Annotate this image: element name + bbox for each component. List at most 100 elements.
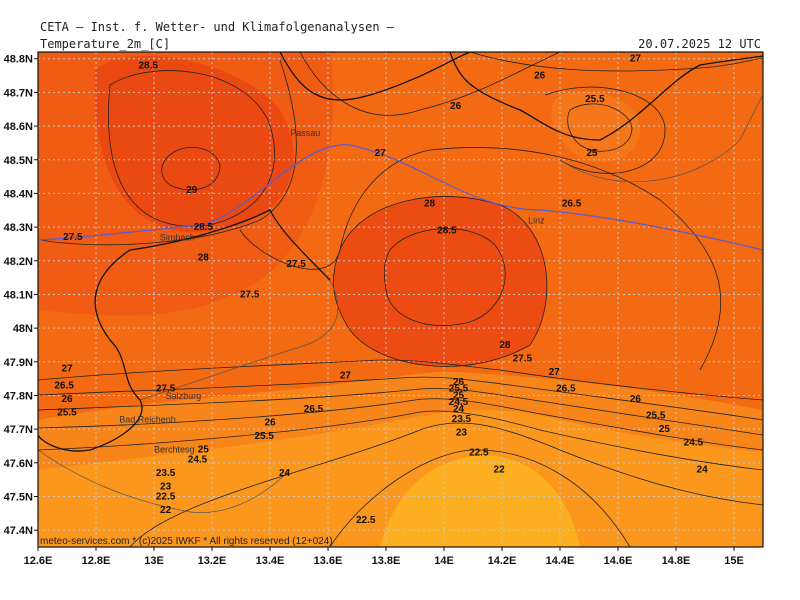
institute-title: CETA — Inst. f. Wetter- und Klimafolgena… [40, 20, 395, 34]
field-coolest [380, 455, 580, 547]
contour-line [567, 103, 633, 152]
contour-value-label: 26 [450, 101, 462, 112]
contour-line [38, 388, 763, 436]
contour-value-label: 25.5 [57, 407, 77, 418]
lon-tick-label: 15E [724, 555, 744, 567]
contour-value-label: 25.5 [585, 94, 605, 105]
plot-frame [37, 51, 764, 548]
contour-value-label: 26.5 [556, 384, 576, 395]
contour-value-label: 25.5 [646, 411, 666, 422]
lat-tick-label: 47.7N [4, 424, 33, 436]
contour-value-label: 26 [61, 394, 73, 405]
region-border [38, 449, 291, 513]
lon-tick-label: 12.6E [24, 555, 53, 567]
valid-time: 20.07.2025 12 UTC [638, 37, 761, 51]
lon-tick-label: 14.4E [546, 555, 575, 567]
contour-line [161, 146, 221, 191]
contour-line [38, 410, 763, 471]
contour-value-label: 27 [630, 54, 642, 65]
contour-value-label: 25 [659, 424, 671, 435]
longitude-axis: 12.6E 12.8E 13E 13.2E 13.4E 13.6E 13.8E 14E 14.2… [24, 547, 744, 567]
border-line [38, 209, 331, 452]
lat-tick-label: 48.3N [4, 222, 33, 234]
city-label: Passau [290, 128, 320, 138]
city-label: Berchtesg. [154, 445, 197, 455]
contour-value-label: 22 [160, 505, 172, 516]
lat-tick-label: 47.8N [4, 390, 33, 402]
contour-value-label: 26 [453, 377, 465, 388]
contour-value-label: 24 [453, 404, 465, 415]
city-label: Salzburg [166, 391, 202, 401]
contour-value-label: 28.5 [138, 60, 158, 71]
latitude-axis: 48.8N 48.7N 48.6N 48.5N 48.4N 48.3N 48.2N 48.1N… [4, 54, 38, 537]
contour-value-label: 22 [494, 465, 506, 476]
contour-value-label: 26 [534, 71, 546, 82]
contour-value-label: 27.5 [156, 384, 176, 395]
contour-value-label: 25.5 [449, 384, 469, 395]
lat-tick-label: 48.6N [4, 121, 33, 133]
field-title: Temperature_2m_[C] [40, 37, 171, 51]
region-border [559, 94, 763, 183]
contour-value-label: 27 [549, 367, 561, 378]
contour-value-label: 22.5 [469, 448, 489, 459]
river-danube [38, 144, 763, 251]
region-border [139, 279, 339, 401]
contour-value-label: 25 [198, 444, 210, 455]
contour-line [299, 52, 561, 116]
contour-line [38, 376, 763, 421]
contour-value-label: 29 [186, 185, 198, 196]
contour-value-label: 22.5 [356, 515, 376, 526]
contour-value-label: 24.5 [188, 454, 208, 465]
field-hot-central [333, 196, 547, 367]
lat-tick-label: 48N [13, 323, 33, 335]
contour-value-label: 26 [630, 394, 642, 405]
lon-tick-label: 12.8E [82, 555, 111, 567]
contour-value-label: 23 [456, 428, 468, 439]
contour-value-label: 25 [453, 390, 465, 401]
city-labels: Passau Simbach Linz Salzburg Bad Reichenh. Be… [119, 128, 545, 455]
contour-labels: 28.52928.52827.527.527.52726262725.52526… [54, 54, 708, 526]
contour-line [108, 70, 275, 227]
contour-value-label: 26.5 [562, 199, 582, 210]
lat-tick-label: 48.5N [4, 155, 33, 167]
contour-value-label: 27.5 [513, 353, 533, 364]
contour-value-label: 28.5 [437, 225, 457, 236]
contour-line [383, 228, 506, 326]
border-line [449, 52, 763, 141]
contour-value-label: 28 [499, 340, 511, 351]
lon-tick-label: 13.4E [256, 555, 285, 567]
lat-tick-label: 47.9N [4, 357, 33, 369]
contour-value-label: 22.5 [156, 491, 176, 502]
contour-value-label: 28 [198, 252, 210, 263]
lon-tick-label: 14E [434, 555, 454, 567]
contour-lines [38, 52, 763, 547]
lon-tick-label: 13.8E [372, 555, 401, 567]
contour-line [38, 398, 763, 451]
contour-value-label: 23.5 [156, 468, 176, 479]
contour-value-label: 27.5 [286, 259, 306, 270]
lat-tick-label: 48.1N [4, 289, 33, 301]
lat-lon-grid [38, 52, 763, 547]
contour-value-label: 24.5 [684, 438, 704, 449]
contour-line [544, 86, 666, 174]
city-label: Bad Reichenh. [119, 414, 178, 424]
lat-tick-label: 48.2N [4, 256, 33, 268]
lon-tick-label: 13.6E [314, 555, 343, 567]
contour-value-label: 27 [375, 148, 387, 159]
contour-line [38, 359, 763, 401]
contour-value-label: 27 [61, 364, 73, 375]
lon-tick-label: 14.2E [488, 555, 517, 567]
field-cool-ne [551, 91, 640, 162]
contour-value-label: 23.5 [452, 414, 472, 425]
contour-value-label: 27.5 [240, 289, 260, 300]
city-label: Simbach [160, 233, 195, 243]
lon-tick-label: 14.6E [604, 555, 633, 567]
contour-value-label: 27.5 [63, 232, 83, 243]
field-south-cooler [38, 409, 763, 547]
contour-line [239, 147, 722, 371]
border-line [279, 52, 471, 101]
contour-value-label: 26.5 [54, 380, 74, 391]
contour-line [329, 449, 631, 547]
lat-tick-label: 48.8N [4, 54, 33, 66]
